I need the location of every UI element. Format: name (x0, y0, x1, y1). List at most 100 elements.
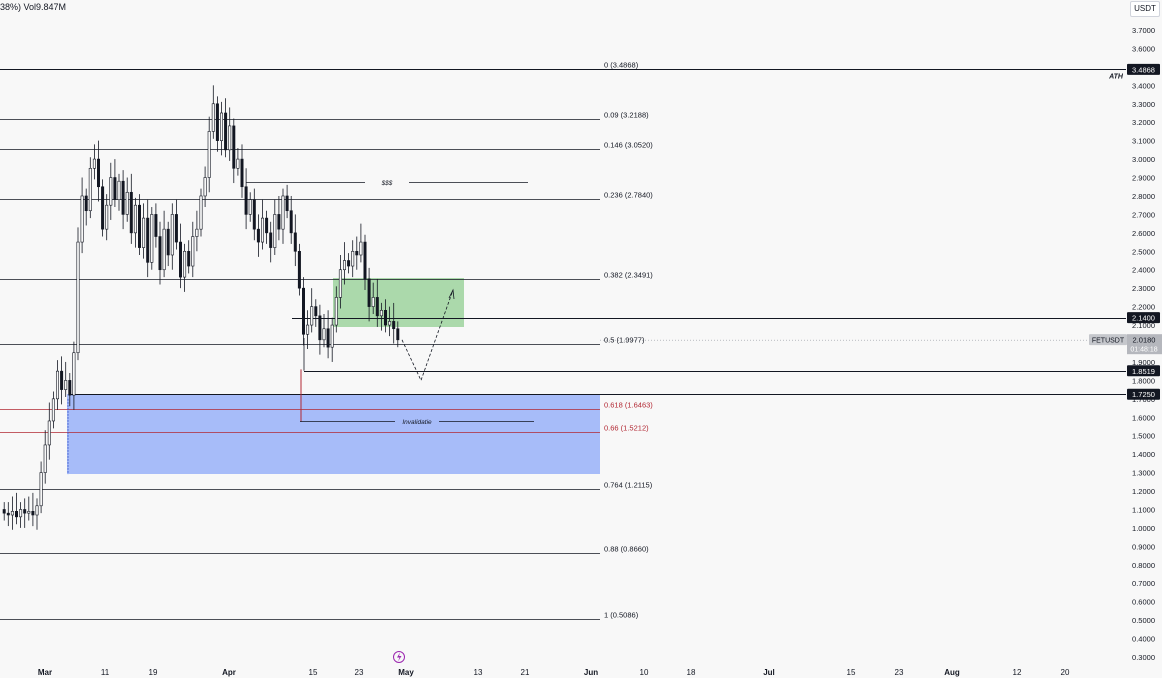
candles (2, 85, 400, 530)
time-label: 18 (687, 668, 696, 677)
candle-body (371, 297, 375, 307)
candle-body (289, 210, 293, 234)
annotation-label: Invalidatie (402, 419, 432, 426)
candle-body (84, 195, 88, 212)
price-tick: 0.7000 (1132, 579, 1155, 588)
candle-body (170, 214, 174, 256)
time-label: Aug (944, 668, 960, 677)
candle-body (347, 260, 351, 267)
candle-body (277, 214, 281, 230)
price-tick: 0.8000 (1132, 561, 1155, 570)
lightning-icon[interactable] (393, 651, 405, 663)
price-label: 3.4868 (1132, 65, 1155, 74)
candle-body (80, 195, 84, 243)
candle-body (388, 321, 392, 326)
time-label: 23 (355, 668, 364, 677)
candle-body (179, 241, 183, 278)
candle-body (285, 195, 289, 212)
candle-body (191, 236, 195, 267)
candle-body (55, 370, 59, 400)
candle-body (273, 214, 277, 248)
candle-body (314, 306, 318, 317)
candle-body (310, 306, 314, 326)
time-label: 15 (847, 668, 856, 677)
candle-body (15, 511, 19, 518)
candle-body (367, 278, 371, 307)
candle-body (27, 511, 31, 514)
time-label: 21 (521, 668, 530, 677)
time-axis[interactable]: Mar 11 19 Apr 15 23 May 13 21 Jun 10 18 Jul 15 23 Aug 12… (38, 668, 1070, 677)
currency-selector[interactable]: USDT (1130, 1, 1160, 17)
price-tick: 0.4000 (1132, 635, 1155, 644)
price-tick: 3.2000 (1132, 118, 1155, 127)
candle-body (256, 228, 260, 243)
candle-body (220, 112, 224, 141)
price-tick: 1.2000 (1132, 487, 1155, 496)
price-tick: 2.7000 (1132, 210, 1155, 219)
symbol-label-box (1089, 334, 1127, 346)
price-tick: 0.6000 (1132, 598, 1155, 607)
green-zone (333, 278, 464, 327)
candle-body (72, 352, 76, 396)
candle-body (211, 103, 215, 132)
ath-label: ATH (1108, 74, 1124, 81)
candle-body (154, 214, 158, 237)
time-label: Mar (38, 668, 52, 677)
candle-body (326, 328, 330, 348)
candle-body (322, 328, 326, 341)
price-tick: 0.3000 (1132, 653, 1155, 662)
time-label: 13 (474, 668, 483, 677)
fib-retracement[interactable]: 0 (3.4868) 0.09 (3.2188) 0.146 (3.0520) 0.2… (0, 61, 653, 620)
price-label: 1.7250 (1132, 390, 1155, 399)
time-label: 12 (1013, 668, 1022, 677)
candle-body (281, 195, 285, 230)
time-label: 11 (101, 668, 110, 677)
time-label: Jul (763, 668, 775, 677)
candle-body (166, 228, 170, 256)
candle-body (125, 191, 129, 215)
candle-body (199, 195, 203, 230)
price-tick: 1.5000 (1132, 432, 1155, 441)
candle-body (150, 214, 154, 263)
candle-body (224, 112, 228, 151)
price-axis[interactable]: 3.70003.60003.50003.40003.30003.20003.10… (600, 0, 1162, 678)
price-tick: 2.5000 (1132, 247, 1155, 256)
price-label-box (1127, 388, 1160, 400)
fib-label: 0.236 (2.7840) (604, 191, 653, 200)
candle-body (228, 125, 232, 151)
price-tick: 3.1000 (1132, 137, 1155, 146)
candle-body (10, 511, 14, 516)
candle-body (19, 509, 23, 518)
price-tick: 1.9000 (1132, 358, 1155, 367)
candle-body (240, 158, 244, 188)
candle-body (133, 204, 137, 234)
price-tick: 0.5000 (1132, 616, 1155, 625)
price-label: 2.1400 (1132, 314, 1155, 323)
candle-body (355, 250, 359, 256)
candle-body (265, 217, 269, 234)
horizontal-lines[interactable]: ATH (0, 69, 1126, 475)
candle-body (260, 217, 264, 243)
candle-body (162, 228, 166, 271)
candle-body (244, 186, 248, 215)
candle-body (252, 199, 256, 230)
candle-body (269, 232, 273, 248)
candle-body (195, 228, 199, 237)
candle-body (334, 297, 338, 326)
candle-body (2, 509, 6, 514)
candle-body (174, 214, 178, 243)
fib-label: 0.146 (3.0520) (604, 141, 653, 150)
time-label: 19 (149, 668, 158, 677)
candle-body (76, 241, 80, 354)
time-label: May (398, 668, 414, 677)
candle-body (121, 180, 125, 215)
price-tick: 2.6000 (1132, 229, 1155, 238)
candle-body (203, 177, 207, 197)
price-tick: 1.4000 (1132, 450, 1155, 459)
candle-body (129, 191, 133, 234)
candle-body (142, 217, 146, 248)
candle-body (232, 125, 236, 169)
price-tick: 1.3000 (1132, 469, 1155, 478)
candle-body (396, 328, 400, 341)
